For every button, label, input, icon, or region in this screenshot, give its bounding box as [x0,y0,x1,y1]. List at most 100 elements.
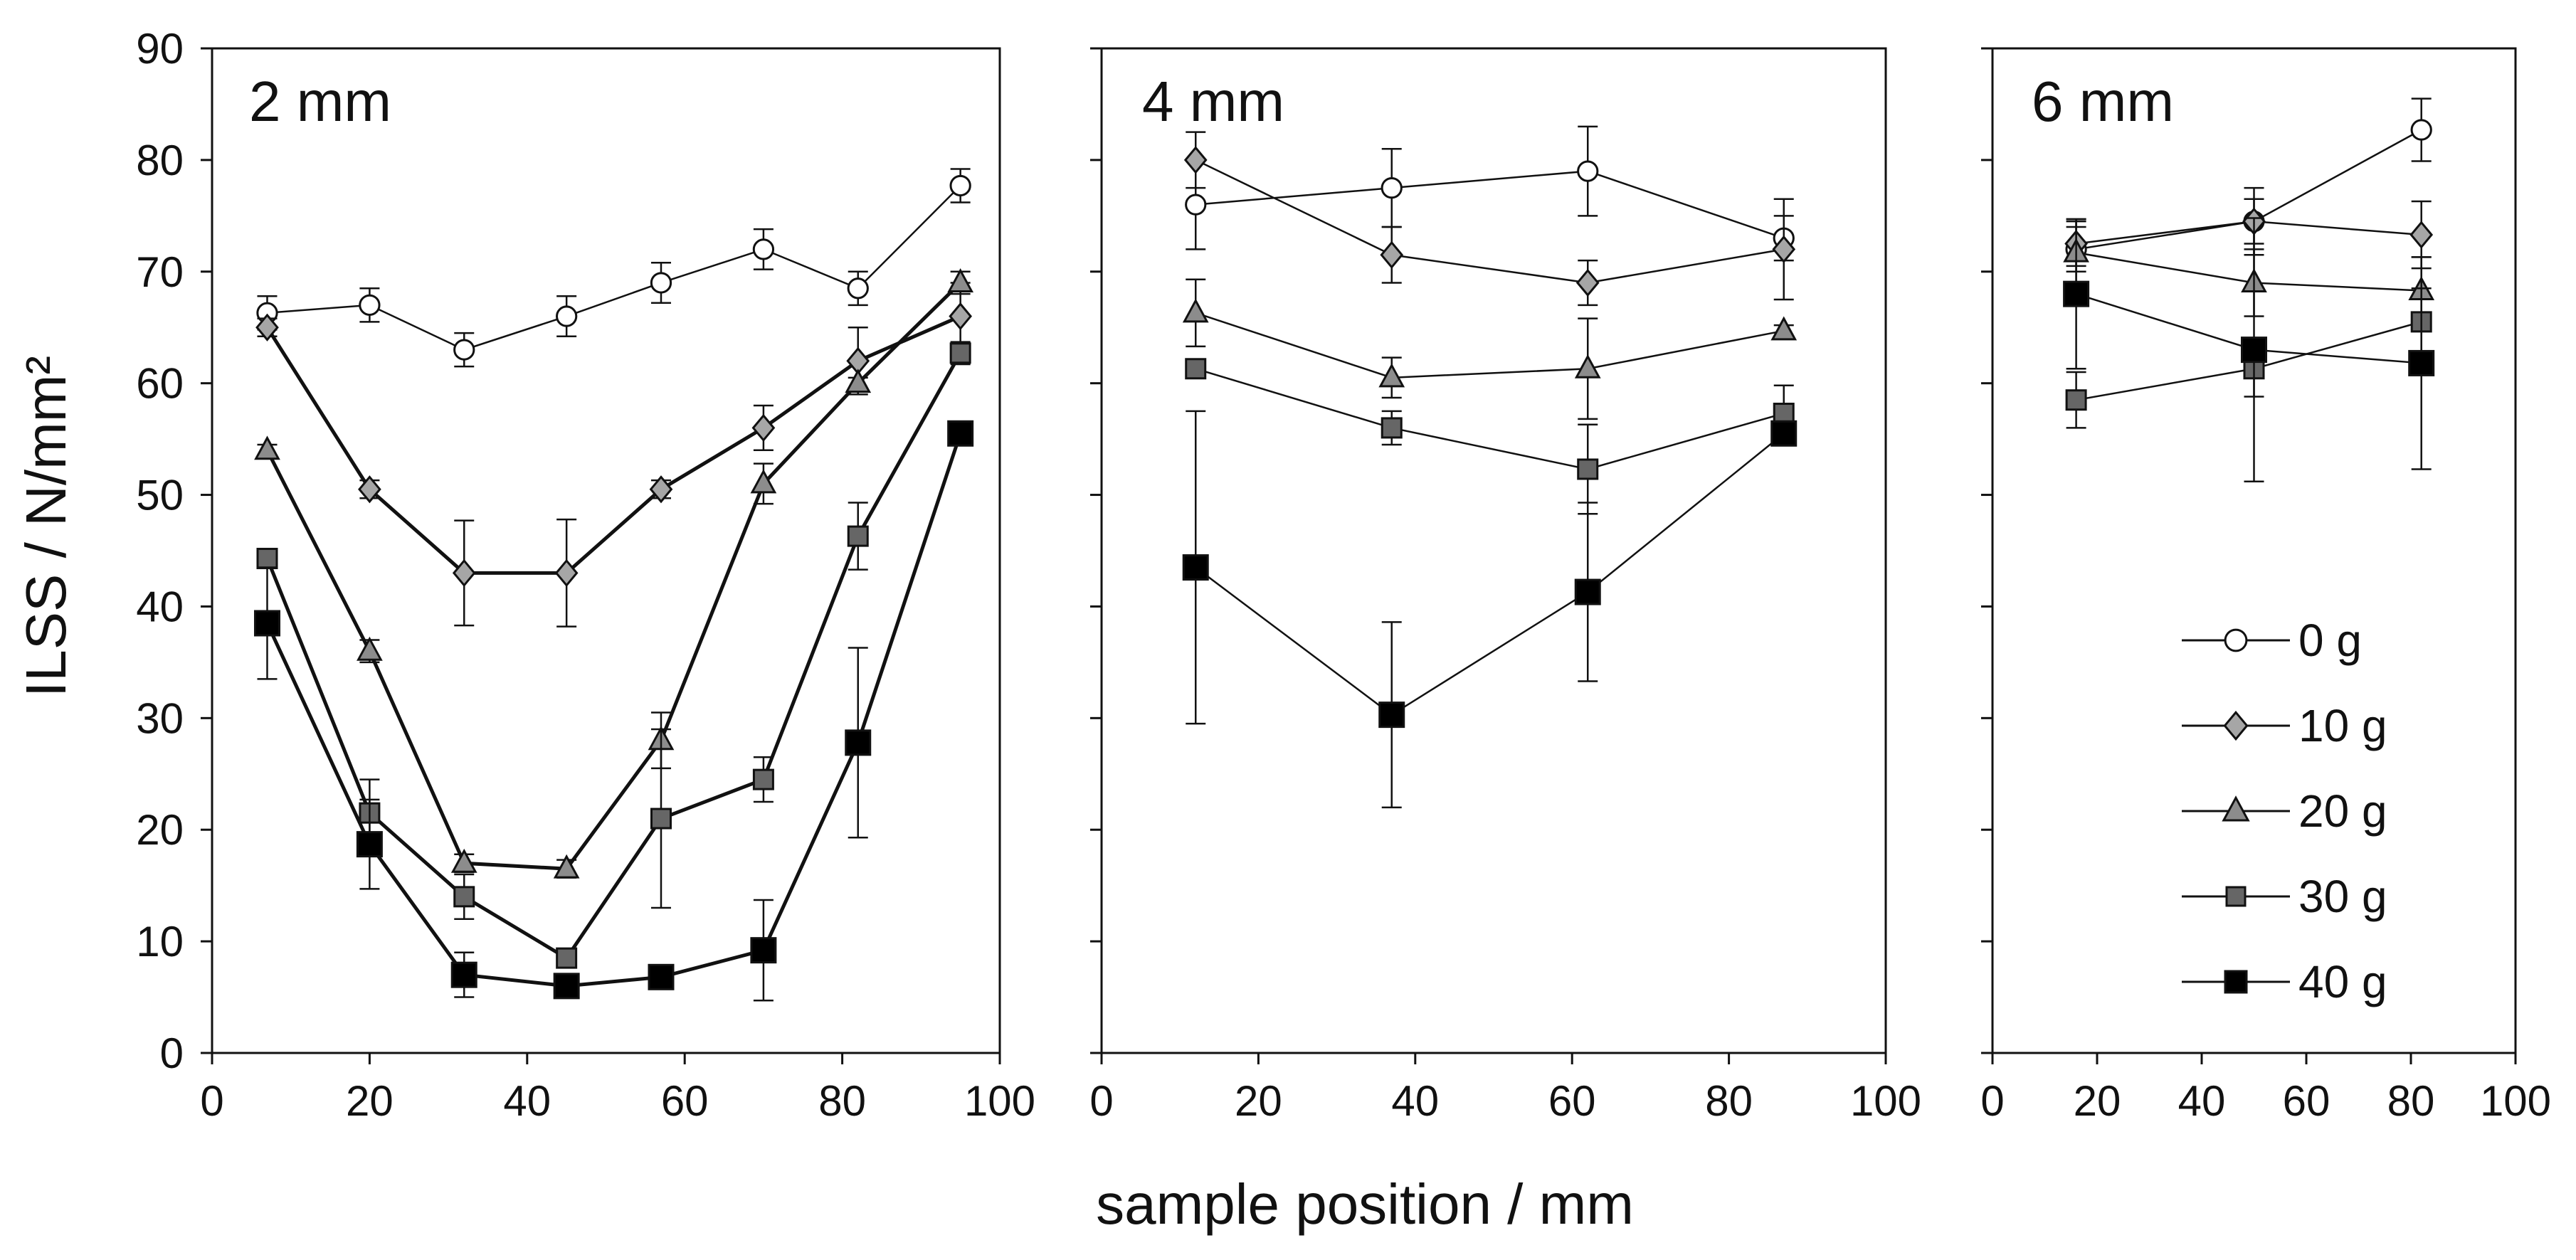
data-point [1380,240,1404,269]
series-line [1195,170,1785,239]
data-point [947,420,974,447]
series-30-g [256,341,971,969]
data-point [357,636,383,661]
data-point [648,963,675,990]
series-line [265,314,961,575]
panel-2-mm: 0 20 40 60 80 100 0 10 20 30 40 50 60 70 80 90 2 mm [136,25,1035,1125]
panel-title: 2 mm [249,70,391,133]
data-point [554,558,579,588]
series-line [1195,368,1785,470]
series-line [265,433,963,988]
data-point [1770,420,1798,447]
x-tick-label: 80 [818,1077,866,1125]
series-line [1195,312,1784,379]
x-axis-title: sample position / mm [1096,1172,1634,1236]
data-point [1381,417,1403,439]
x-tick-label: 0 [200,1077,223,1125]
data-point [2409,221,2434,249]
panel-4-mm: 0 20 40 60 80 100 4 mm [1089,47,1921,1125]
data-point [254,435,280,460]
series-10-g [1183,131,1796,307]
series-30-g [1185,358,1795,515]
data-point [553,973,580,1000]
data-point [750,469,777,494]
data-point [847,525,869,547]
x-tick-label: 60 [1548,1077,1596,1125]
data-point [949,174,971,197]
y-tick-label: 30 [136,694,184,742]
x-tick-label: 40 [503,1077,551,1125]
legend: 0 g 10 g 20 g 30 g 40 g [2182,615,2387,1007]
legend-item-20-g: 20 g [2182,785,2387,837]
x-tick-label: 100 [964,1077,1035,1125]
data-point [452,558,476,588]
data-point [649,475,673,504]
data-point [1185,194,1207,216]
series-40-g [2063,217,2435,482]
series-line [1195,433,1785,716]
data-point [650,808,672,830]
x-tick-label: 40 [2178,1077,2226,1125]
data-point [750,937,777,964]
x-tick-label: 0 [1980,1077,2004,1125]
data-point [2241,337,2267,364]
data-point [1182,298,1209,323]
data-point [650,272,672,294]
y-tick-label: 10 [136,918,184,965]
y-tick-label: 40 [136,583,184,630]
x-tick-label: 100 [2480,1077,2551,1125]
y-tick-label: 50 [136,472,184,519]
data-point [1183,146,1208,174]
legend-label: 0 g [2298,615,2362,666]
legend-label: 10 g [2298,700,2387,751]
data-point [1773,403,1795,425]
data-point [1772,235,1796,264]
x-tick-label: 80 [2387,1077,2435,1125]
data-point [2410,119,2432,141]
data-point [453,339,475,361]
series-line [265,281,962,871]
data-point [453,886,475,908]
series-40-g [253,420,974,1002]
data-point [1185,358,1207,380]
data-point [359,294,381,316]
data-point [752,238,775,260]
data-point [1577,160,1599,182]
legend-marker [2225,886,2247,907]
series-line [267,185,961,351]
data-point [553,854,580,879]
data-point [845,729,872,756]
legend-item-0-g: 0 g [2182,615,2362,666]
data-point [2063,280,2090,307]
x-tick-label: 60 [661,1077,709,1125]
data-point [1381,176,1403,199]
series-10-g [2064,186,2434,270]
data-point [1574,578,1601,605]
legend-label: 20 g [2298,785,2387,837]
x-tick-label: 20 [2074,1077,2121,1125]
data-point [1575,268,1600,297]
x-tick-label: 0 [1089,1077,1113,1125]
panel-title: 4 mm [1142,70,1284,133]
data-point [556,305,578,327]
series-10-g [255,282,973,628]
series-0-g [1185,125,1795,262]
data-point [1378,363,1405,388]
x-tick-label: 40 [1391,1077,1439,1125]
x-tick-label: 20 [346,1077,394,1125]
plot-frame [211,47,1001,1054]
data-point [450,848,477,873]
panel-title: 6 mm [2032,70,2174,133]
data-point [2065,389,2087,411]
data-point [253,610,280,637]
data-point [356,831,383,858]
series-line [265,352,962,961]
panel-6-mm: 0 20 40 60 80 100 6 mm [1980,47,2551,1125]
series-40-g [1182,410,1798,809]
data-point [847,277,869,300]
data-point [949,302,973,331]
x-tick-label: 20 [1235,1077,1282,1125]
y-axis-title: ILSS / N/mm² [14,356,78,697]
data-point [751,413,776,443]
